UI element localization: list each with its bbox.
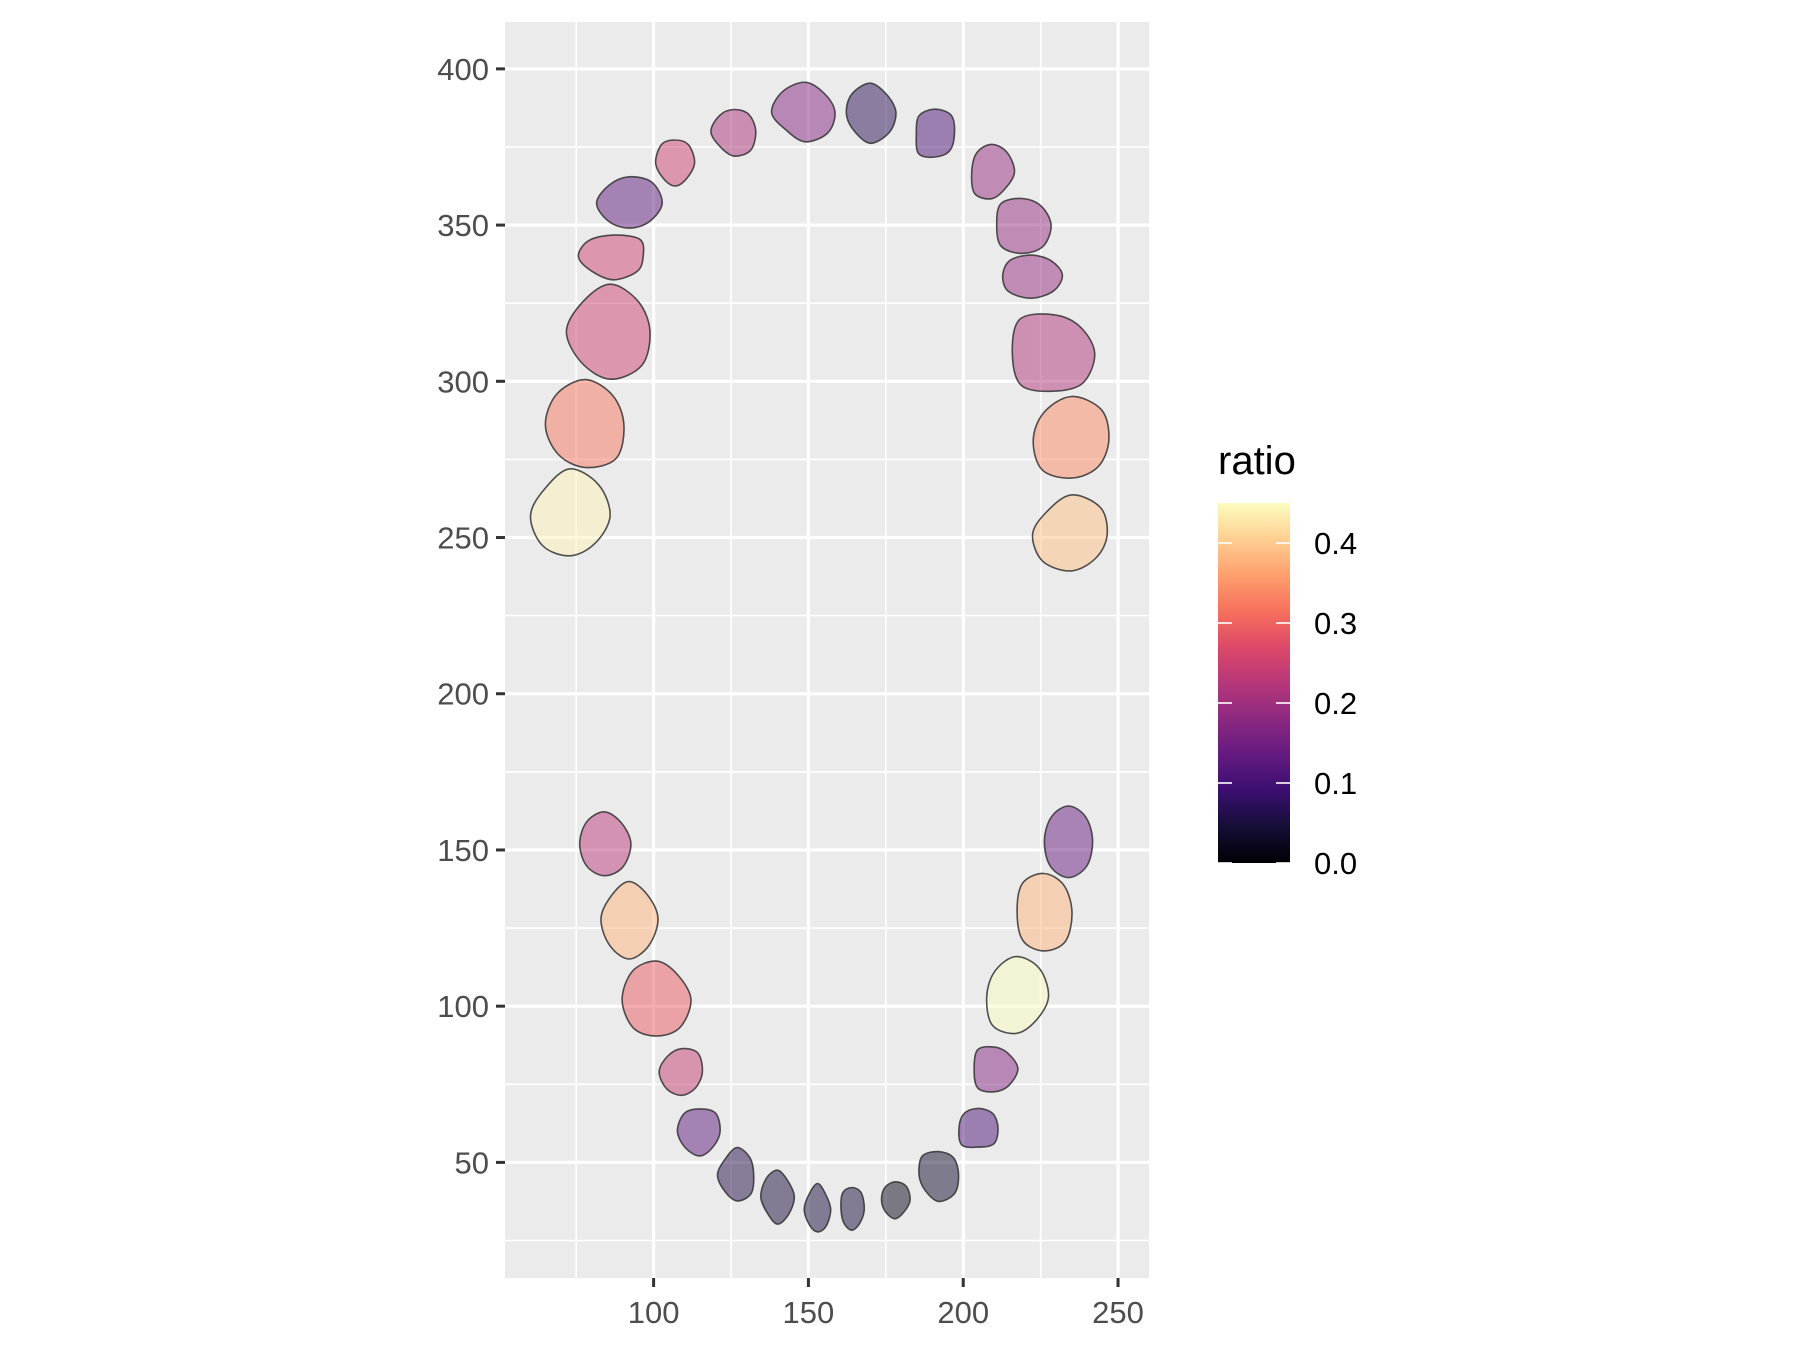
tooth-lower-right-5 — [658, 1047, 704, 1097]
tooth-lower-right-2 — [759, 1169, 796, 1225]
tooth-lower-left-6 — [985, 955, 1050, 1035]
tooth-regions — [529, 81, 1110, 1233]
tooth-lower-left-5 — [973, 1045, 1019, 1093]
x-tick-label: 150 — [783, 1295, 835, 1330]
tooth-upper-left-7 — [1032, 395, 1110, 479]
tooth-lower-left-8 — [1043, 805, 1094, 879]
y-tick-label: 350 — [437, 208, 489, 243]
y-tick-label: 400 — [437, 52, 489, 87]
tooth-upper-right-6 — [565, 283, 651, 381]
legend-tick-label: 0.2 — [1314, 686, 1357, 721]
tooth-lower-left-3 — [918, 1150, 960, 1203]
tooth-lower-right-4 — [676, 1108, 721, 1157]
major-gridlines — [505, 22, 1149, 1278]
x-tick-label: 100 — [628, 1295, 680, 1330]
tooth-upper-right-3 — [654, 139, 696, 187]
y-tick-label: 250 — [437, 521, 489, 556]
legend-title: ratio — [1218, 439, 1296, 483]
colorbar — [1218, 503, 1290, 863]
tooth-upper-right-4 — [595, 175, 664, 229]
tooth-lower-left-2 — [880, 1180, 911, 1220]
tooth-lower-left-7 — [1016, 872, 1073, 952]
legend-tick-label: 0.4 — [1314, 526, 1357, 561]
x-tick-label: 250 — [1092, 1295, 1144, 1330]
legend-tick-label: 0.1 — [1314, 766, 1357, 801]
tooth-upper-right-7 — [544, 378, 625, 469]
legend-tick-label: 0.0 — [1314, 846, 1357, 881]
tooth-upper-left-2 — [915, 108, 956, 159]
legend-tick-label: 0.3 — [1314, 606, 1357, 641]
tooth-lower-right-8 — [578, 810, 632, 877]
tooth-lower-right-3 — [716, 1146, 755, 1202]
tooth-upper-right-8 — [529, 467, 611, 557]
y-tick-label: 50 — [455, 1145, 489, 1180]
y-tick-label: 300 — [437, 364, 489, 399]
colorbar-ticks: 0.0 0.1 0.2 0.3 0.4 — [1218, 526, 1357, 881]
x-axis: 100 150 200 250 — [628, 1278, 1144, 1330]
tooth-upper-right-2 — [710, 108, 757, 157]
tooth-upper-left-5 — [1001, 254, 1064, 300]
tooth-upper-left-4 — [995, 197, 1052, 255]
tooth-lower-left-1 — [840, 1186, 866, 1232]
y-tick-label: 150 — [437, 833, 489, 868]
y-axis: 50 100 150 200 250 300 350 400 — [437, 52, 505, 1180]
tooth-lower-left-4 — [958, 1107, 999, 1149]
tooth-upper-left-6 — [1011, 313, 1096, 393]
tooth-lower-right-7 — [600, 880, 659, 960]
tooth-upper-left-3 — [970, 143, 1016, 200]
tooth-lower-right-6 — [621, 960, 692, 1037]
tooth-upper-left-1 — [845, 82, 897, 145]
colorbar-legend: ratio 0.0 0.1 0.2 0.3 0.4 — [1218, 439, 1357, 881]
tooth-upper-right-5 — [577, 234, 645, 281]
y-tick-label: 200 — [437, 677, 489, 712]
y-tick-label: 100 — [437, 989, 489, 1024]
tooth-upper-right-1 — [770, 81, 836, 143]
tooth-upper-left-8 — [1031, 494, 1109, 572]
x-tick-label: 200 — [937, 1295, 989, 1330]
tooth-lower-right-1 — [803, 1182, 832, 1233]
